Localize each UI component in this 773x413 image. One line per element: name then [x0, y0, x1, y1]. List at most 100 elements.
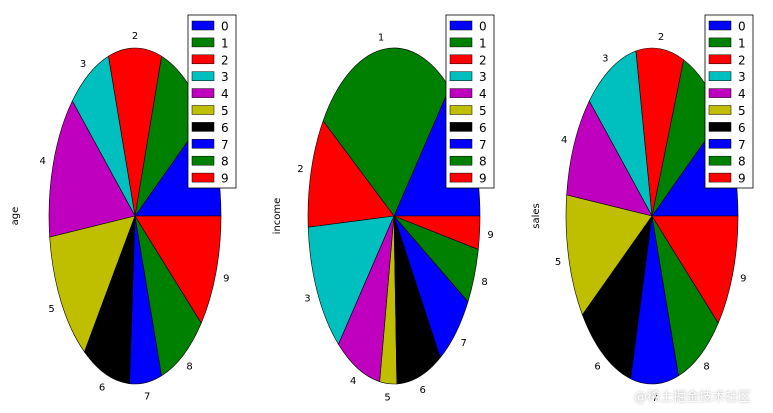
slice-label-2: 2: [297, 164, 303, 175]
legend-swatch-1: [191, 37, 215, 48]
pie-slice-9: [393, 215, 481, 250]
slice-label-3: 3: [80, 59, 86, 70]
legend-swatch-2: [449, 54, 473, 65]
legend-label-9: 9: [221, 172, 229, 186]
pie-slice-3: [307, 215, 395, 345]
legend-swatch-0: [449, 20, 473, 31]
ylabel-income: income: [272, 198, 283, 235]
pie-slice-9: [134, 215, 222, 324]
legend-label-1: 1: [479, 36, 487, 50]
legend-swatch-6: [191, 122, 215, 132]
slice-label-3: 3: [602, 53, 608, 64]
slice-label-9: 9: [487, 230, 493, 241]
pie-slice-4: [48, 100, 136, 238]
pie-slice-6: [582, 215, 653, 380]
slice-label-9: 9: [223, 273, 229, 284]
slice-label-9: 9: [740, 273, 746, 284]
legend-swatch-7: [191, 139, 215, 149]
slice-label-6: 6: [594, 362, 600, 373]
legend-label-6: 6: [738, 121, 746, 135]
pie-slice-5: [49, 215, 136, 353]
legend-swatch-8: [708, 155, 732, 166]
ylabel-age: age: [10, 207, 21, 226]
slice-label-4: 4: [40, 156, 46, 167]
slice-label-2: 2: [658, 32, 664, 43]
legend-swatch-0: [191, 20, 215, 31]
slice-label-4: 4: [561, 135, 567, 146]
legend-label-5: 5: [479, 104, 487, 118]
slice-label-6: 6: [99, 382, 105, 393]
pie-slice-3: [588, 50, 653, 217]
legend-swatch-5: [191, 105, 215, 115]
pie-slice-5: [565, 194, 653, 316]
pie-slice-9: [651, 215, 739, 324]
legend-label-5: 5: [738, 104, 746, 118]
legend-swatch-7: [449, 139, 473, 149]
legend-swatch-0: [708, 20, 732, 31]
legend-label-3: 3: [221, 70, 229, 84]
legend-swatch-6: [449, 122, 473, 132]
legend-label-4: 4: [221, 87, 229, 101]
legend-label-2: 2: [479, 53, 487, 67]
pie-slice-8: [134, 215, 202, 377]
ylabel-sales: sales: [531, 203, 542, 228]
slice-label-5: 5: [384, 393, 390, 404]
legend-label-8: 8: [479, 155, 487, 169]
slice-label-4: 4: [350, 376, 356, 387]
slice-label-5: 5: [555, 257, 561, 268]
legend-label-0: 0: [738, 20, 746, 34]
pie-slice-7: [630, 215, 679, 385]
legend-swatch-9: [708, 172, 732, 183]
pie-slice-2: [307, 120, 395, 228]
legend-label-4: 4: [479, 87, 487, 101]
slice-label-1: 1: [378, 33, 384, 44]
legend-label-0: 0: [479, 20, 487, 34]
legend-label-4: 4: [738, 87, 746, 101]
slice-label-8: 8: [481, 277, 487, 288]
legend-swatch-6: [708, 122, 732, 132]
legend-income: 0 1 2 3 4 5 6 7 8 9: [445, 14, 495, 189]
pie-slice-6: [84, 215, 136, 385]
legend-label-7: 7: [479, 138, 487, 152]
legend-label-7: 7: [221, 138, 229, 152]
legend-swatch-8: [191, 155, 215, 166]
legend-swatch-3: [449, 71, 473, 81]
pie-slice-4: [566, 100, 653, 217]
slice-label-8: 8: [703, 362, 709, 373]
legend-swatch-3: [191, 71, 215, 81]
pie-slice-6: [393, 215, 441, 385]
legend-swatch-8: [449, 155, 473, 166]
legend-label-3: 3: [479, 70, 487, 84]
legend-label-6: 6: [221, 121, 229, 135]
legend-swatch-4: [449, 88, 473, 98]
legend-label-2: 2: [221, 53, 229, 67]
slice-label-7: 7: [652, 393, 658, 404]
legend-label-1: 1: [221, 36, 229, 50]
legend-swatch-9: [449, 172, 473, 183]
pie-slice-1: [322, 47, 450, 217]
legend-label-9: 9: [479, 172, 487, 186]
pie-slice-2: [635, 47, 684, 217]
legend-label-3: 3: [738, 70, 746, 84]
pie-slice-8: [651, 215, 719, 377]
pie-slice-2: [108, 47, 162, 217]
legend-age: 0 1 2 3 4 5 6 7 8 9: [187, 14, 237, 189]
legend-swatch-1: [708, 37, 732, 48]
pie-slice-4: [338, 215, 395, 383]
legend-swatch-5: [708, 105, 732, 115]
slice-label-7: 7: [144, 392, 150, 403]
pie-chart-income: 0 1 2 3 4 5 6 7 8 9 income 0 1 2 3 4 5 6 7 8 9: [272, 14, 495, 404]
legend-sales: 0 1 2 3 4 5 6 7 8 9: [704, 14, 754, 189]
legend-label-6: 6: [479, 121, 487, 135]
legend-swatch-7: [708, 139, 732, 149]
legend-label-7: 7: [738, 138, 746, 152]
legend-label-0: 0: [221, 20, 229, 34]
legend-label-9: 9: [738, 172, 746, 186]
slice-label-8: 8: [186, 362, 192, 373]
pie-chart-age: 0 1 2 3 4 5 6 7 8 9 age 0 1 2 3 4 5 6 7 8 9: [10, 14, 237, 403]
pie-chart-sales: 0 1 2 3 4 5 6 7 8 9 sales 0 1 2 3 4 5 6 7 8 9: [531, 14, 754, 404]
legend-swatch-1: [449, 37, 473, 48]
legend-swatch-9: [191, 172, 215, 183]
slice-label-5: 5: [48, 304, 54, 315]
